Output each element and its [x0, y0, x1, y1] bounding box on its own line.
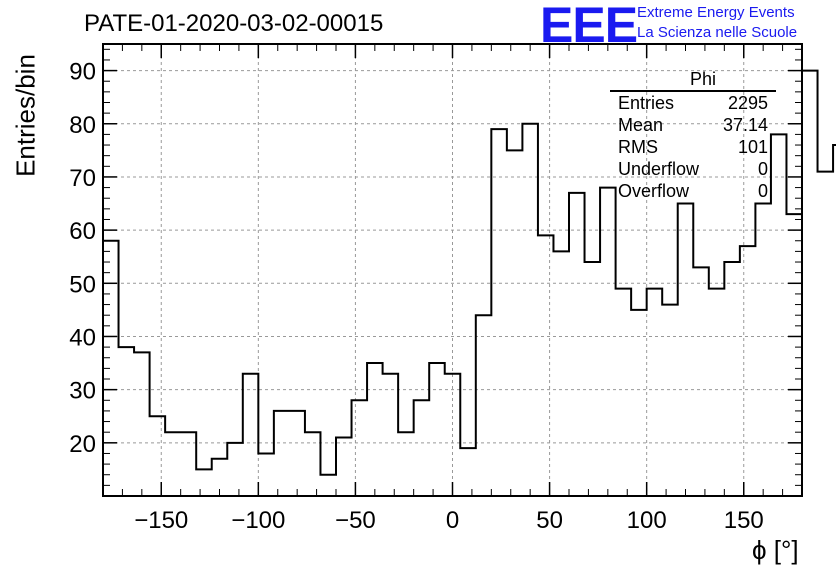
histogram-bin — [460, 448, 476, 496]
histogram-bin — [383, 374, 399, 496]
tick-labels: −150 −100 −50 0 50 100 150 20 30 40 50 60 70 80 90 — [69, 59, 763, 534]
histogram — [103, 69, 836, 496]
histogram-bin — [336, 438, 352, 496]
y-axis-label: Entries/bin — [10, 54, 41, 177]
histogram-bin — [258, 453, 274, 496]
y-tick-label: 80 — [69, 112, 96, 139]
stats-value: 101 — [737, 137, 768, 157]
stats-row: Mean 37.14 — [610, 114, 776, 136]
grid-lines — [103, 44, 802, 496]
stats-label: Entries — [618, 93, 675, 113]
x-tick-label: −50 — [335, 507, 376, 534]
x-tick-label: 100 — [627, 507, 667, 534]
y-tick-label: 50 — [69, 271, 96, 298]
histogram-bin — [181, 432, 197, 496]
histogram-bin — [305, 432, 321, 496]
stats-value: 2295 — [727, 93, 768, 113]
stats-row: Entries 2295 — [610, 92, 776, 114]
stats-row: RMS 101 — [610, 136, 776, 158]
histogram-bin — [600, 188, 616, 496]
histogram-bin — [818, 172, 834, 496]
histogram-bin — [320, 475, 336, 496]
stats-value: 0 — [757, 159, 768, 179]
stats-header: Phi — [610, 68, 776, 92]
stats-value: 37.14 — [722, 115, 768, 135]
histogram-bin — [119, 347, 135, 496]
stats-row: Underflow 0 — [610, 158, 776, 180]
histogram-bin — [693, 267, 709, 496]
org-line-1: Extreme Energy Events — [637, 4, 795, 21]
histogram-bin — [522, 124, 538, 496]
stats-value: 0 — [757, 181, 768, 201]
y-tick-label: 60 — [69, 218, 96, 245]
histogram-bin — [631, 310, 647, 496]
y-tick-label: 30 — [69, 378, 96, 405]
histogram-bin — [538, 235, 554, 496]
histogram-bin — [352, 400, 368, 496]
stats-box: Phi Entries 2295 Mean 37.14 RMS 101 Unde… — [610, 68, 776, 202]
histogram-bin — [724, 262, 740, 496]
histogram-bin — [429, 363, 445, 496]
x-tick-label: 150 — [724, 507, 764, 534]
chart-title: PATE-01-2020-03-02-00015 — [84, 10, 384, 37]
y-tick-label: 40 — [69, 324, 96, 351]
stats-label: Mean — [618, 115, 664, 135]
histogram-bin — [553, 251, 569, 496]
histogram-bin — [227, 443, 243, 496]
y-tick-label: 90 — [69, 59, 96, 86]
histogram-bin — [647, 289, 663, 496]
eee-org-text: Extreme Energy Events La Scienza nelle S… — [637, 3, 797, 43]
histogram-bin — [709, 289, 725, 496]
eee-logo: EEE — [540, 0, 638, 53]
histogram-bin — [678, 204, 694, 496]
histogram-outline — [103, 69, 836, 476]
x-axis-label: ϕ [°] — [752, 535, 799, 565]
stats-label: Overflow — [618, 181, 690, 201]
y-tick-label: 20 — [69, 431, 96, 458]
histogram-bin — [150, 416, 166, 496]
org-line-2: La Scienza nelle Scuole — [637, 24, 798, 41]
x-tick-label: 0 — [446, 507, 459, 534]
x-tick-label: −150 — [134, 507, 188, 534]
histogram-bin — [414, 400, 430, 496]
histogram-bin — [755, 204, 771, 496]
x-tick-label: −100 — [231, 507, 285, 534]
histogram-bin — [476, 315, 492, 496]
histogram-bin — [802, 71, 818, 496]
y-tick-label: 70 — [69, 165, 96, 192]
histogram-bin — [585, 262, 601, 496]
histogram-bin — [616, 289, 632, 496]
stats-row: Overflow 0 — [610, 180, 776, 202]
histogram-bin — [398, 432, 414, 496]
histogram-bin — [289, 411, 305, 496]
histogram-bin — [662, 305, 678, 496]
histogram-bin — [134, 352, 150, 496]
histogram-bin — [243, 374, 259, 496]
histogram-bin — [507, 150, 523, 496]
x-tick-label: 50 — [536, 507, 563, 534]
axis-ticks — [102, 44, 803, 496]
histogram-bin — [491, 129, 507, 496]
histogram-bin — [165, 432, 181, 496]
histogram-bin — [569, 193, 585, 496]
stats-label: Underflow — [618, 159, 700, 179]
stats-label: RMS — [618, 137, 658, 157]
histogram-bin — [274, 411, 290, 496]
histogram-bin — [196, 469, 212, 496]
histogram-bin — [367, 363, 383, 496]
